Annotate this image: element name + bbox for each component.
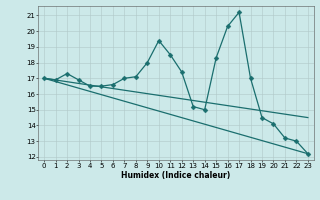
X-axis label: Humidex (Indice chaleur): Humidex (Indice chaleur) <box>121 171 231 180</box>
